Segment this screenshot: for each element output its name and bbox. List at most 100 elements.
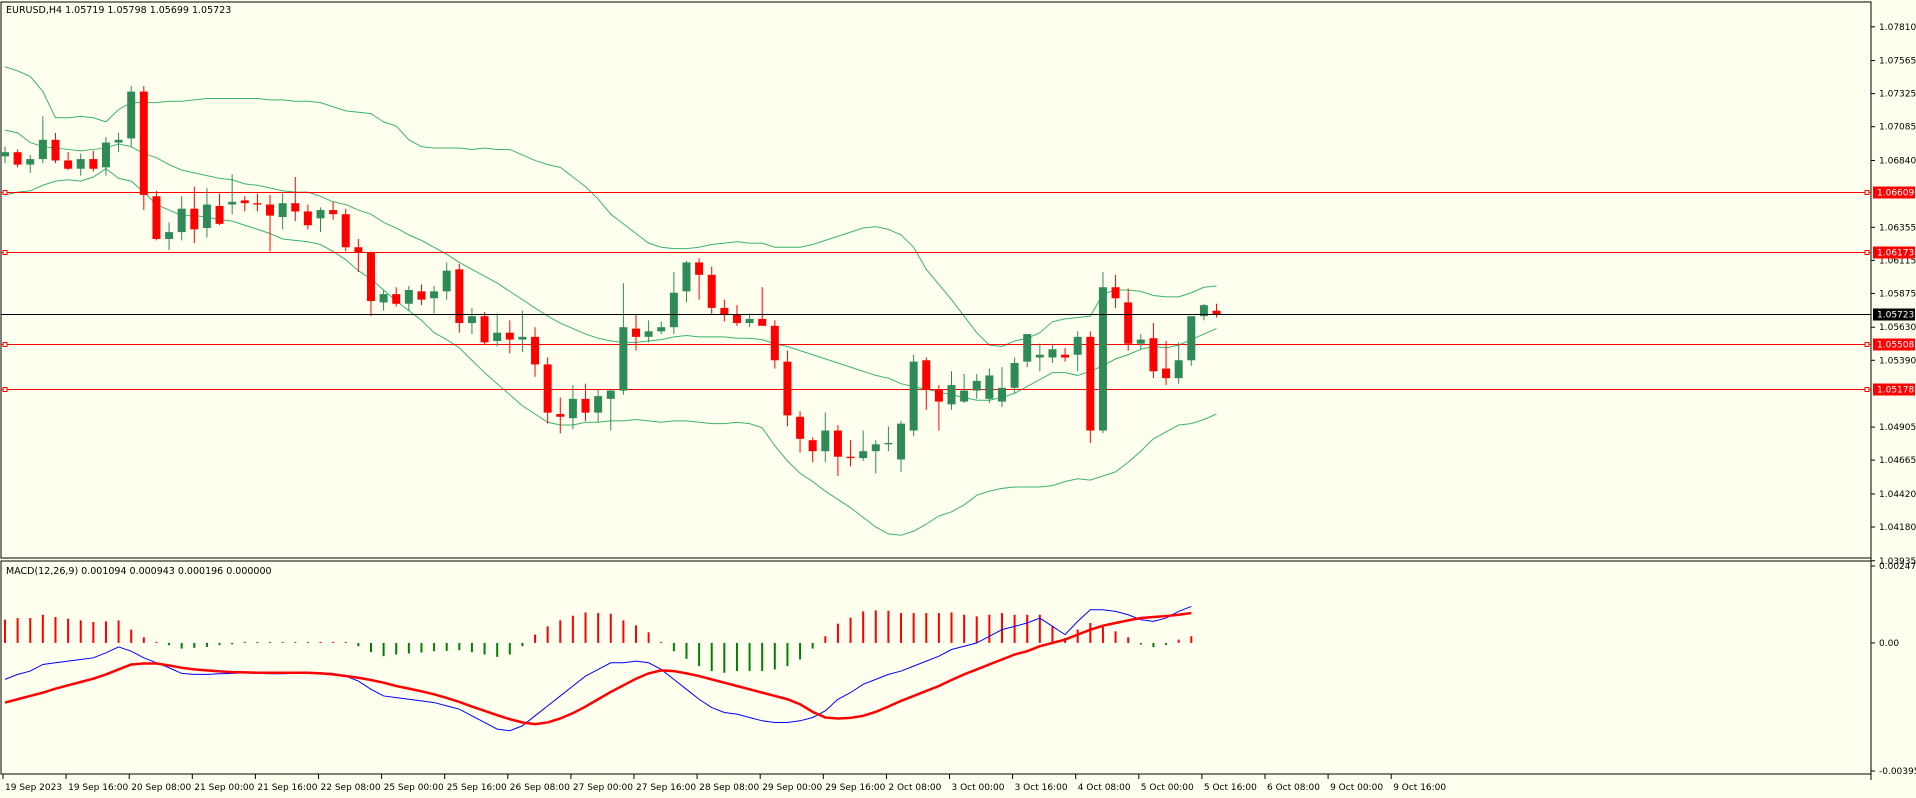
- candle-body: [228, 201, 237, 205]
- time-tick-label: 20 Sep 08:00: [131, 783, 191, 793]
- candle-body: [455, 269, 464, 324]
- candle-body: [922, 360, 931, 390]
- candlesticks: [1, 86, 1221, 477]
- time-tick-label: 6 Oct 08:00: [1267, 783, 1320, 793]
- candle-body: [531, 336, 540, 365]
- time-tick-label: 27 Sep 16:00: [636, 783, 696, 793]
- candle-body: [404, 289, 413, 304]
- candle-body: [240, 200, 249, 204]
- candle-body: [1187, 316, 1196, 361]
- price-axis: 1.07810 1.07565 1.07325 1.07085 1.06840 1.063…: [1871, 23, 1916, 567]
- candle-body: [316, 210, 325, 219]
- candle-body: [366, 252, 375, 302]
- level-price-label: 1.05178: [1877, 386, 1914, 396]
- candle-body: [720, 307, 729, 315]
- candle-body: [909, 361, 918, 431]
- candle-body: [64, 160, 73, 169]
- time-tick-label: 28 Sep 08:00: [699, 783, 759, 793]
- bollinger-upper-line: [4, 66, 1217, 348]
- candle-body: [783, 361, 792, 416]
- level-price-label: 1.05508: [1877, 341, 1914, 351]
- bollinger-middle-line: [4, 129, 1217, 401]
- candle-body: [127, 91, 136, 139]
- candle-body: [606, 390, 615, 399]
- candle-body: [190, 208, 199, 230]
- candle-body: [543, 364, 552, 413]
- candle-body: [354, 247, 363, 253]
- time-tick-label: 29 Sep 16:00: [825, 783, 885, 793]
- price-tick-label: 1.07565: [1879, 57, 1916, 67]
- candle-body: [1199, 305, 1208, 317]
- time-axis: 19 Sep 2023 19 Sep 16:00 20 Sep 08:00 21 Se…: [2, 774, 1446, 793]
- candle-body: [934, 389, 943, 402]
- candle-body: [76, 159, 85, 169]
- candle-body: [152, 196, 161, 240]
- candle-body: [1023, 334, 1032, 362]
- candle-body: [568, 398, 577, 419]
- candle-body: [1061, 354, 1070, 358]
- candle-body: [682, 262, 691, 292]
- candle-body: [480, 316, 489, 343]
- level-handle-left[interactable]: [2, 190, 8, 195]
- level-handle-right[interactable]: [1864, 190, 1870, 195]
- candle-body: [821, 430, 830, 452]
- candle-body: [51, 139, 60, 161]
- candle-body: [1035, 354, 1044, 358]
- price-tick-label: 1.05875: [1879, 289, 1916, 299]
- level-handle-left[interactable]: [2, 387, 8, 392]
- candle-body: [329, 210, 338, 215]
- time-tick-label: 29 Sep 00:00: [762, 783, 822, 793]
- candle-body: [467, 316, 476, 324]
- level-handle-right[interactable]: [1864, 342, 1870, 347]
- candle-body: [997, 387, 1006, 402]
- candle-body: [808, 440, 817, 452]
- candle-body: [960, 390, 969, 402]
- price-tick-label: 1.04180: [1879, 523, 1916, 533]
- macd-signal-line: [4, 611, 1192, 726]
- candle-body: [669, 292, 678, 328]
- candle-body: [556, 414, 565, 417]
- level-price-tag: [1873, 246, 1915, 259]
- candle-body: [518, 336, 527, 340]
- level-price-label: 1.06173: [1877, 249, 1914, 259]
- time-tick-label: 5 Oct 16:00: [1204, 783, 1257, 793]
- macd-tick-label: -0.003955: [1879, 767, 1916, 777]
- candle-body: [1073, 336, 1082, 355]
- candle-body: [505, 332, 514, 340]
- candle-body: [871, 444, 880, 452]
- candle-body: [442, 270, 451, 292]
- time-tick-label: 21 Sep 00:00: [194, 783, 254, 793]
- candle-body: [303, 211, 312, 226]
- candle-body: [859, 451, 868, 459]
- candle-body: [619, 327, 628, 391]
- level-price-label: 1.06609: [1877, 189, 1914, 199]
- time-tick-label: 26 Sep 08:00: [510, 783, 570, 793]
- candle-body: [341, 214, 350, 248]
- time-tick-label: 19 Sep 16:00: [68, 783, 128, 793]
- time-tick-label: 19 Sep 2023: [5, 783, 62, 793]
- candle-body: [657, 327, 666, 332]
- candle-body: [1124, 302, 1133, 344]
- candle-body: [1010, 363, 1019, 388]
- candle-body: [215, 205, 224, 224]
- macd-tick-label: 0.00: [1879, 639, 1899, 649]
- candle-body: [26, 159, 35, 165]
- level-handle-right[interactable]: [1864, 250, 1870, 255]
- candle-body: [278, 203, 287, 217]
- candle-body: [884, 442, 893, 445]
- candle-body: [1174, 360, 1183, 379]
- price-tick-label: 1.05630: [1879, 323, 1916, 333]
- candle-body: [1, 152, 9, 157]
- current-price-tag: [1873, 308, 1915, 321]
- candle-body: [417, 291, 426, 300]
- candle-body: [644, 331, 653, 337]
- level-handle-left[interactable]: [2, 342, 8, 347]
- candle-body: [972, 380, 981, 391]
- level-handle-left[interactable]: [2, 250, 8, 255]
- candle-body: [796, 416, 805, 439]
- candle-body: [897, 423, 906, 460]
- candle-body: [707, 274, 716, 308]
- candle-body: [1212, 310, 1221, 315]
- level-handle-right[interactable]: [1864, 387, 1870, 392]
